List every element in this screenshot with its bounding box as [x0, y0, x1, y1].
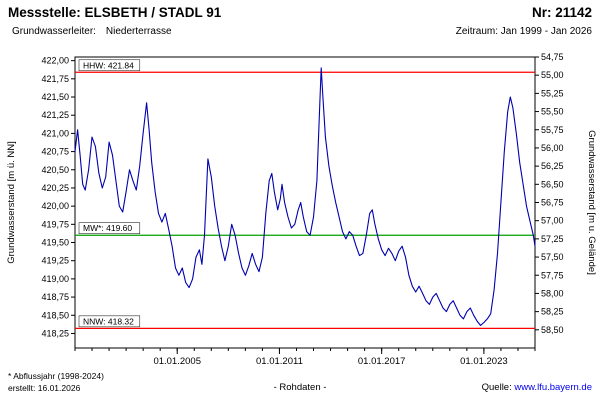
source-link[interactable]: www.lfu.bayern.de [514, 382, 592, 393]
left-axis-tick-label: 421,00 [41, 128, 69, 138]
mw-label-box [78, 222, 141, 234]
x-axis-tick-label: 01.01.2005 [153, 356, 201, 367]
data-series-line [74, 67, 536, 326]
x-axis-tick-label: 01.01.2017 [358, 356, 406, 367]
header-row-1: Messstelle: ELSBETH / STADL 91 Nr: 21142 [8, 5, 592, 20]
left-axis-tick-label: 420,50 [41, 165, 69, 175]
left-axis-tick-label: 420,00 [41, 201, 69, 211]
left-axis-tick-label: 419,50 [41, 238, 69, 248]
right-axis-tick-label: 57,00 [541, 216, 564, 226]
left-axis-tick-label: 419,75 [41, 219, 69, 229]
aquifer-label: Grundwasserleiter: [12, 26, 96, 37]
aquifer-info: Grundwasserleiter: Niederterrasse [12, 26, 172, 37]
plot-frame [74, 56, 536, 349]
right-axis-title: Grundwasserstand [m u. Gelände] [586, 130, 597, 275]
hhw-label: HHW: 421.84 [83, 60, 134, 70]
created-date: erstellt: 16.01.2026 [8, 383, 81, 393]
x-axis-tick-label: 01.01.2023 [460, 356, 508, 367]
left-axis-tick-label: 420,25 [41, 183, 69, 193]
header-row-2: Grundwasserleiter: Niederterrasse Zeitrau… [12, 26, 592, 37]
left-axis-tick-label: 421,75 [41, 74, 69, 84]
aquifer-value: Niederterrasse [105, 26, 172, 37]
hhw-label-box [78, 59, 141, 72]
left-axis-tick-label: 420,75 [41, 147, 69, 157]
period-label: Zeitraum: Jan 1999 - Jan 2026 [455, 26, 592, 37]
x-axis-tick-label: 01.01.2011 [256, 356, 303, 367]
right-axis-tick-label: 57,25 [541, 234, 564, 244]
nnw-label: NNW: 418.32 [83, 316, 134, 326]
left-axis-title: Grundwasserstand [m ü. NN] [6, 141, 17, 264]
nnw-label-box [78, 315, 141, 328]
right-axis-tick-label: 58,00 [541, 288, 564, 298]
right-axis-tick-label: 55,50 [541, 107, 564, 117]
right-axis-tick-label: 57,50 [541, 252, 564, 262]
source-label: Quelle: [481, 382, 515, 393]
left-axis-tick-label: 421,50 [41, 92, 69, 102]
right-axis-tick-label: 58,25 [541, 307, 564, 317]
mw-label: MW*: 419.60 [83, 223, 132, 233]
station-number: Nr: 21142 [531, 5, 592, 20]
left-axis-tick-label: 419,25 [41, 256, 69, 266]
right-axis-tick-label: 56,25 [541, 161, 564, 171]
right-axis-tick-label: 56,00 [541, 143, 564, 153]
source-line: Quelle: www.lfu.bayern.de [482, 382, 592, 393]
left-axis-tick-label: 421,25 [41, 110, 69, 120]
left-axis-tick-label: 418,50 [41, 310, 69, 320]
right-axis-tick-label: 54,75 [541, 52, 564, 62]
page-title: Messstelle: ELSBETH / STADL 91 [8, 5, 222, 20]
right-axis-tick-label: 58,50 [541, 325, 564, 335]
right-axis-tick-label: 55,25 [541, 88, 564, 98]
left-axis-tick-label: 418,75 [41, 292, 69, 302]
left-axis-tick-label: 418,25 [41, 328, 69, 338]
data-type-label: - Rohdaten - [273, 382, 327, 393]
footnote-abflussjahr: * Abflussjahr (1998-2024) [8, 371, 104, 381]
right-axis-tick-label: 57,75 [541, 270, 564, 280]
right-axis-tick-label: 56,75 [541, 198, 564, 208]
right-axis-tick-label: 55,75 [541, 125, 564, 135]
left-axis-tick-label: 419,00 [41, 274, 69, 284]
right-axis-tick-label: 56,50 [541, 179, 564, 189]
left-axis-tick-label: 422,00 [41, 56, 69, 66]
right-axis-tick-label: 55,00 [541, 70, 564, 80]
